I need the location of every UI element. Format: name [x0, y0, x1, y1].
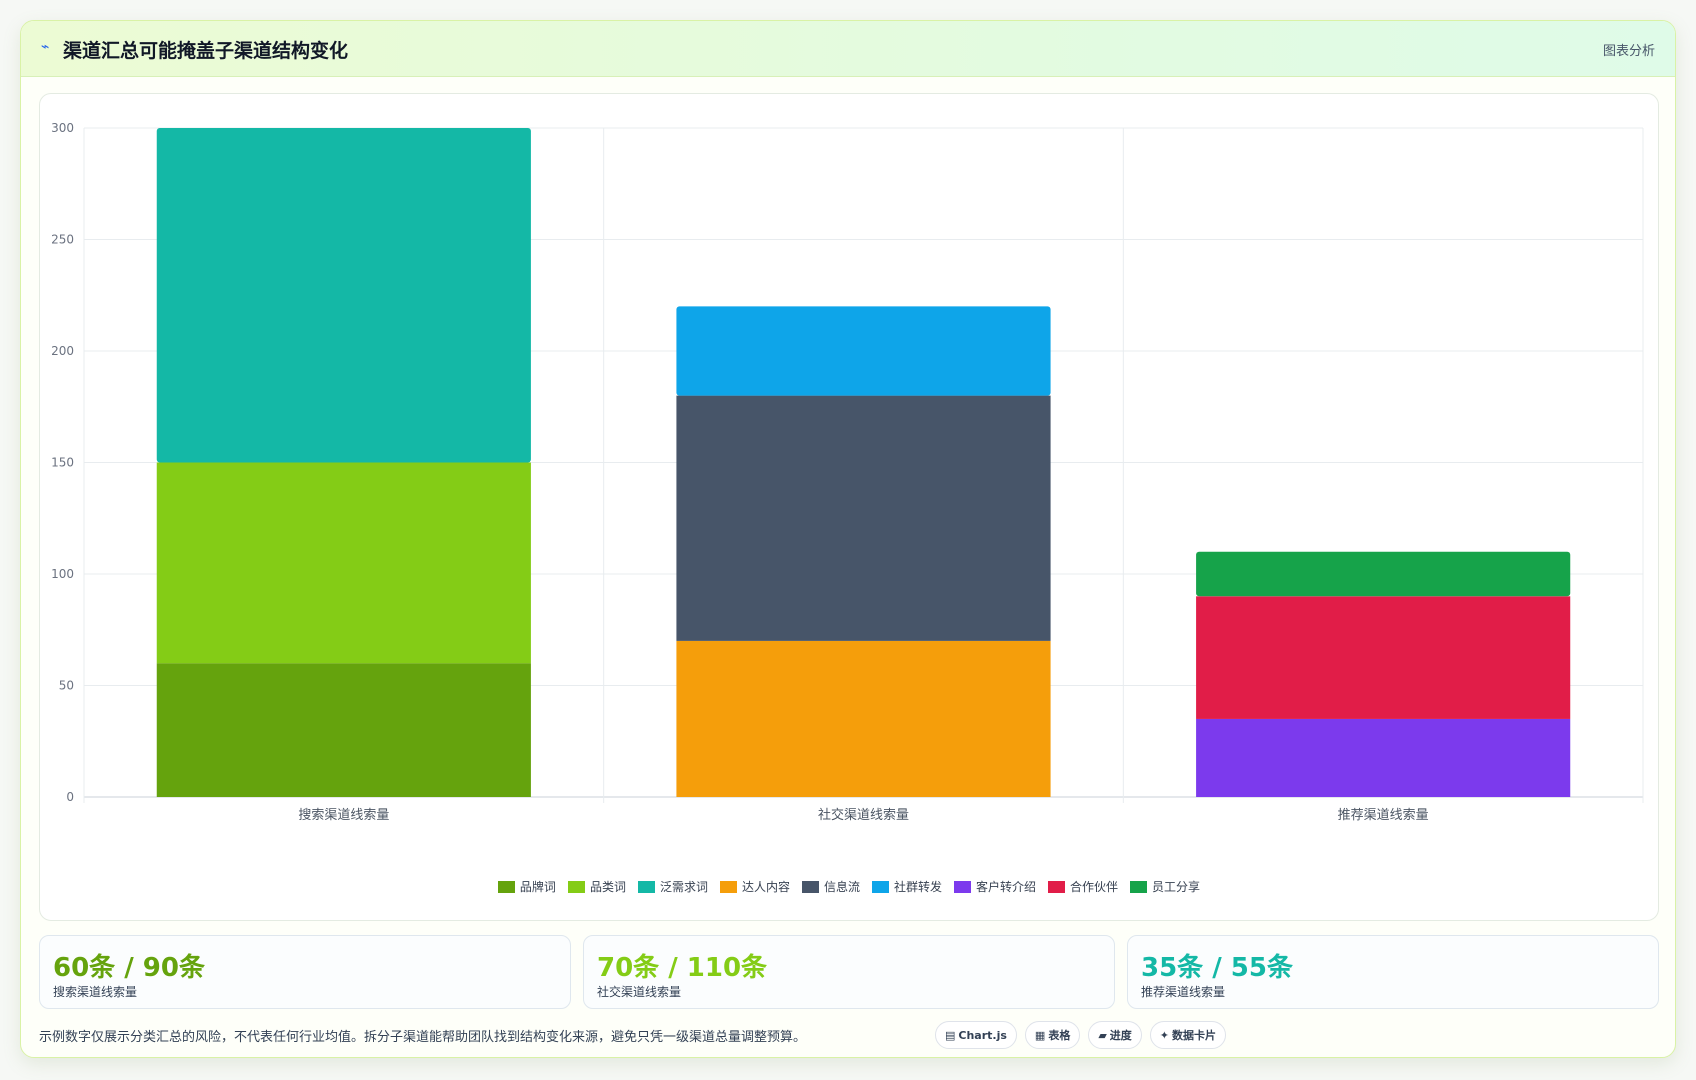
bar-segment	[676, 306, 1051, 396]
chip-label: 数据卡片	[1172, 1029, 1217, 1042]
chart-card: ⌁ 渠道汇总可能掩盖子渠道结构变化 图表分析 0 50 100 150 200 250 30…	[20, 20, 1676, 1058]
stat-value: 35条 / 55条	[1141, 953, 1293, 983]
chart-panel: 0 50 100 150 200 250 300 搜索渠道线索量 社交渠道线索量 推荐渠道线索量 …	[39, 93, 1659, 921]
chip-table[interactable]: ▦ 表格	[1024, 1021, 1081, 1049]
table-icon: ▦	[1034, 1028, 1046, 1042]
legend-swatch	[872, 880, 889, 893]
legend-label: 社群转发	[894, 880, 943, 894]
stat-label: 推荐渠道线索量	[1141, 985, 1226, 999]
y-tick-label: 300	[51, 121, 74, 135]
legend-swatch	[1048, 880, 1066, 893]
bar-segment	[156, 663, 531, 797]
legend-item[interactable]: 客户转介绍	[954, 878, 1036, 895]
legend-label: 品牌词	[519, 880, 556, 894]
legend-label: 员工分享	[1152, 880, 1201, 894]
card-header: ⌁ 渠道汇总可能掩盖子渠道结构变化 图表分析	[21, 21, 1675, 77]
legend-item[interactable]: 员工分享	[1130, 878, 1200, 895]
bar-segment	[1196, 718, 1571, 797]
chip-label: Chart.js	[958, 1028, 1007, 1042]
legend-item[interactable]: 合作伙伴	[1048, 878, 1118, 895]
bar-segment	[156, 462, 531, 664]
legend-swatch	[801, 880, 819, 893]
stat-value: 60条 / 90条	[53, 953, 205, 983]
legend-swatch	[719, 880, 737, 893]
stat-card-search: 60条 / 90条 搜索渠道线索量	[39, 935, 571, 1009]
legend-item[interactable]: 品类词	[567, 878, 626, 895]
legend-swatch	[954, 880, 972, 893]
chip-data-card[interactable]: ✦ 数据卡片	[1149, 1021, 1227, 1049]
legend-item[interactable]: 泛需求词	[637, 878, 708, 895]
legend-label: 泛需求词	[659, 880, 708, 894]
bar-segment	[676, 640, 1051, 797]
chart-icon: ▤	[945, 1028, 956, 1042]
legend-item[interactable]: 品牌词	[497, 878, 556, 895]
chart-analysis-tag: 图表分析	[1602, 44, 1655, 59]
footnote: 示例数字仅展示分类汇总的风险，不代表任何行业均值。拆分子渠道能帮助团队找到结构变…	[39, 1030, 807, 1045]
chip-label: 表格	[1048, 1029, 1071, 1042]
legend-swatch	[637, 880, 655, 893]
y-tick-label: 150	[51, 456, 74, 470]
stat-card-referral: 35条 / 55条 推荐渠道线索量	[1127, 935, 1659, 1009]
tool-chips: ▤ Chart.js ▦ 表格 ▰ 进度 ✦ 数据卡片	[935, 1021, 1227, 1049]
legend-swatch	[1130, 880, 1148, 893]
legend-label: 客户转介绍	[976, 880, 1037, 894]
legend-label: 信息流	[823, 880, 860, 894]
legend-label: 达人内容	[741, 880, 790, 894]
stat-value: 70条 / 110条	[597, 953, 768, 983]
data-card-icon: ✦	[1159, 1028, 1170, 1042]
y-tick-label: 50	[59, 679, 74, 693]
trend-icon: ⌁	[41, 39, 50, 55]
x-tick-label: 推荐渠道线索量	[1338, 808, 1429, 823]
stat-label: 搜索渠道线索量	[53, 985, 138, 999]
y-tick-label: 0	[66, 790, 74, 804]
x-tick-label: 社交渠道线索量	[818, 807, 909, 823]
stat-label: 社交渠道线索量	[597, 985, 682, 999]
chip-progress[interactable]: ▰ 进度	[1088, 1021, 1142, 1049]
legend-swatch	[497, 880, 515, 893]
y-tick-label: 100	[51, 567, 74, 581]
bar-segment	[1196, 596, 1571, 719]
chart-legend: 品牌词 品类词 泛需求词 达人内容 信息流 社群转发 客户转介绍 合作伙伴 员工分享	[40, 878, 1658, 895]
chip-label: 进度	[1109, 1029, 1132, 1042]
y-tick-label: 250	[51, 233, 74, 247]
y-tick-label: 200	[51, 344, 74, 358]
stats-row: 60条 / 90条 搜索渠道线索量 70条 / 110条 社交渠道线索量 35条…	[39, 935, 1659, 1009]
legend-item[interactable]: 社群转发	[872, 878, 942, 895]
page-title: 渠道汇总可能掩盖子渠道结构变化	[63, 40, 349, 62]
legend-label: 合作伙伴	[1070, 880, 1119, 894]
bar-segment	[676, 395, 1051, 641]
stacked-bar-chart: 0 50 100 150 200 250 300 搜索渠道线索量 社交渠道线索量 推荐渠道线索量	[51, 121, 1644, 823]
legend-swatch	[567, 880, 585, 893]
legend-item[interactable]: 达人内容	[719, 878, 790, 895]
bar-segment	[1196, 551, 1571, 597]
bar-segment	[156, 128, 531, 463]
legend-item[interactable]: 信息流	[801, 878, 860, 895]
progress-icon: ▰	[1098, 1028, 1107, 1042]
chip-chartjs[interactable]: ▤ Chart.js	[935, 1021, 1017, 1049]
x-tick-label: 搜索渠道线索量	[298, 808, 389, 823]
stat-card-social: 70条 / 110条 社交渠道线索量	[583, 935, 1115, 1009]
legend-label: 品类词	[589, 880, 626, 894]
